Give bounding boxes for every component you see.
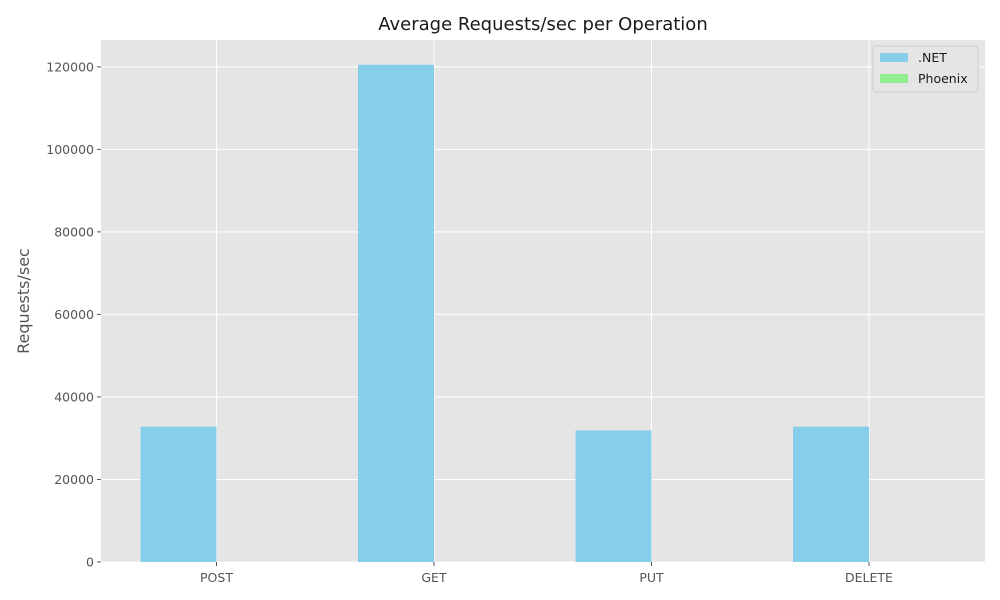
y-tick-label: 80000 — [54, 224, 94, 239]
legend-label: Phoenix — [918, 71, 968, 86]
chart-title: Average Requests/sec per Operation — [378, 14, 707, 35]
x-tick-label: POST — [200, 570, 233, 585]
x-tick-label: GET — [421, 570, 447, 585]
y-axis-ticks: 0 20000 40000 60000 80000 100000 120000 — [46, 59, 101, 570]
legend: .NET Phoenix — [872, 45, 979, 93]
bar-net-delete — [793, 426, 869, 562]
x-tick-label: DELETE — [845, 570, 893, 585]
x-axis-ticks: POST GET PUT DELETE — [200, 562, 893, 585]
y-tick-label: 40000 — [54, 389, 94, 404]
bar-net-get — [358, 64, 434, 562]
y-tick-label: 60000 — [54, 307, 94, 322]
legend-swatch — [880, 74, 908, 83]
legend-label: .NET — [918, 50, 947, 65]
y-tick-label: 100000 — [46, 142, 94, 157]
y-tick-label: 20000 — [54, 472, 94, 487]
y-tick-label: 120000 — [46, 59, 94, 74]
bar-net-post — [140, 426, 217, 562]
legend-swatch — [880, 53, 908, 62]
bars — [140, 64, 869, 562]
x-tick-label: PUT — [639, 570, 664, 585]
bar-net-put — [575, 430, 652, 562]
y-axis-label: Requests/sec — [14, 248, 33, 354]
y-tick-label: 0 — [86, 555, 94, 570]
